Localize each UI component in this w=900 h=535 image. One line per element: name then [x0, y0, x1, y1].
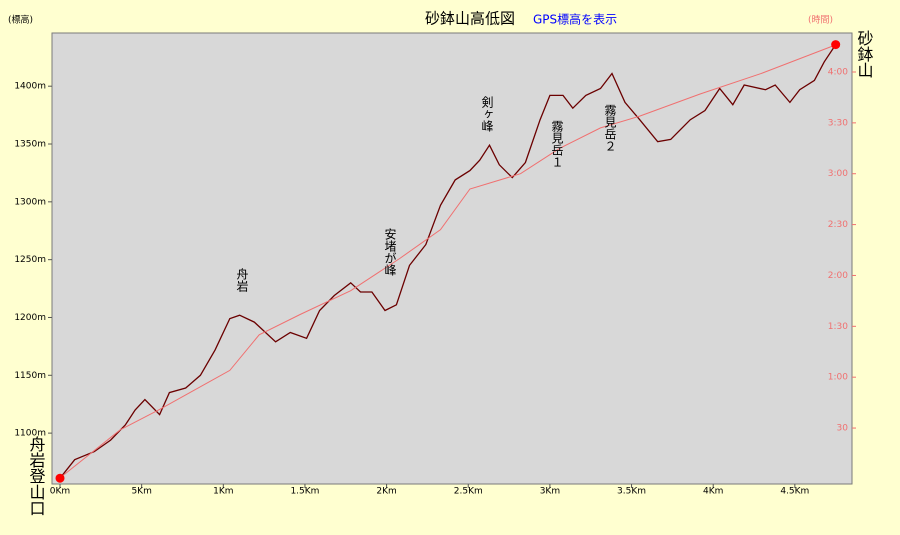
x-tick-label: 1Km	[213, 487, 233, 497]
y2-tick-label: 2:30	[828, 220, 848, 230]
plot-area	[51, 32, 853, 485]
end-label: 砂鉢山	[855, 30, 874, 78]
series-line	[59, 44, 837, 479]
gps-link[interactable]: GPS標高を表示	[533, 12, 617, 27]
y-tick-label: 1150m	[14, 371, 46, 381]
peak-label: 霧見岳１	[550, 120, 564, 168]
x-tick-label: 4.5Km	[780, 487, 809, 497]
peak-label: 霧見岳２	[603, 104, 617, 152]
y2-tick-label: 3:00	[828, 169, 848, 179]
y-tick-label: 1100m	[14, 429, 46, 439]
x-tick-label: 2.5Km	[454, 487, 483, 497]
y2-axis-label: (時間)	[808, 15, 833, 26]
peak-label: 安堵が峰	[383, 227, 397, 276]
series-line	[59, 44, 836, 479]
y-axis-label: (標高)	[8, 14, 33, 26]
y2-tick-label: 1:00	[828, 373, 848, 383]
endpoint-marker	[55, 473, 65, 483]
x-tick-label: 0Km	[50, 487, 70, 497]
peak-label: 舟岩	[235, 268, 249, 292]
x-tick-label: 2Km	[376, 487, 396, 497]
x-tick-label: 5Km	[131, 487, 151, 497]
endpoint-marker	[831, 40, 841, 50]
x-tick-label: 4Km	[703, 487, 723, 497]
x-tick-label: 3.5Km	[617, 487, 646, 497]
y2-tick-label: 4:00	[828, 67, 848, 77]
chart-title: 砂鉢山高低図	[425, 10, 515, 28]
y2-tick-label: 2:00	[828, 271, 848, 281]
x-tick-label: 3Km	[540, 487, 560, 497]
y-tick-label: 1200m	[14, 313, 46, 323]
y-tick-label: 1250m	[14, 255, 46, 265]
peak-label: 剣ヶ峰	[480, 96, 494, 132]
y-tick-label: 1400m	[14, 82, 46, 92]
y-tick-label: 1350m	[14, 140, 46, 150]
x-tick-label: 1.5Km	[290, 487, 319, 497]
y2-tick-label: 1:30	[828, 322, 848, 332]
y-tick-label: 1300m	[14, 197, 46, 207]
y2-tick-label: 3:30	[828, 118, 848, 128]
y2-tick-label: 30	[837, 424, 849, 434]
start-label: 舟岩登山口	[27, 436, 46, 516]
